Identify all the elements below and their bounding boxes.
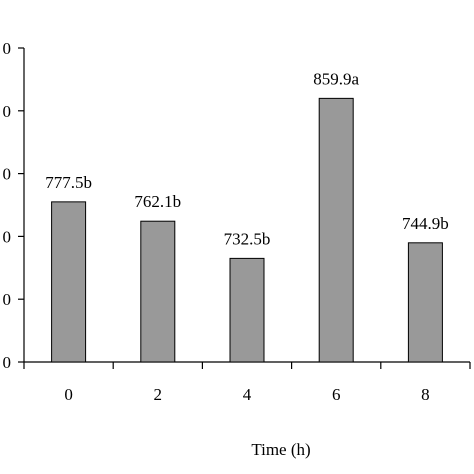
- x-tick-label: 4: [243, 385, 252, 404]
- bar: [140, 220, 176, 363]
- y-tick-label: 0: [3, 39, 12, 58]
- bar: [318, 97, 354, 363]
- x-tick-label: 2: [154, 385, 163, 404]
- bar: [229, 257, 265, 363]
- y-tick-label: 0: [3, 102, 12, 121]
- x-axis-title: Time (h): [251, 440, 310, 459]
- y-tick-label: 0: [3, 227, 12, 246]
- x-tick-label: 0: [64, 385, 73, 404]
- x-tick-label: 8: [421, 385, 430, 404]
- x-tick-label: 6: [332, 385, 341, 404]
- bar-value-label: 777.5b: [45, 173, 92, 192]
- bar-value-label: 859.9a: [313, 69, 359, 88]
- x-axis-ticks: 0 2 4 6 8: [23, 362, 471, 404]
- bar-value-label: 732.5b: [224, 229, 271, 248]
- bar: [51, 201, 87, 363]
- bar: [407, 242, 443, 363]
- y-tick-label: 0: [3, 290, 12, 309]
- bars-group: [51, 97, 443, 363]
- y-tick-label: 0: [3, 353, 12, 372]
- bar-value-label: 762.1b: [134, 192, 181, 211]
- data-labels-group: 777.5b 762.1b 732.5b 859.9a 744.9b: [45, 69, 449, 248]
- y-tick-label: 0: [3, 165, 12, 184]
- y-axis-ticks: 0 0 0 0 0 0: [3, 39, 24, 372]
- bar-value-label: 744.9b: [402, 214, 449, 233]
